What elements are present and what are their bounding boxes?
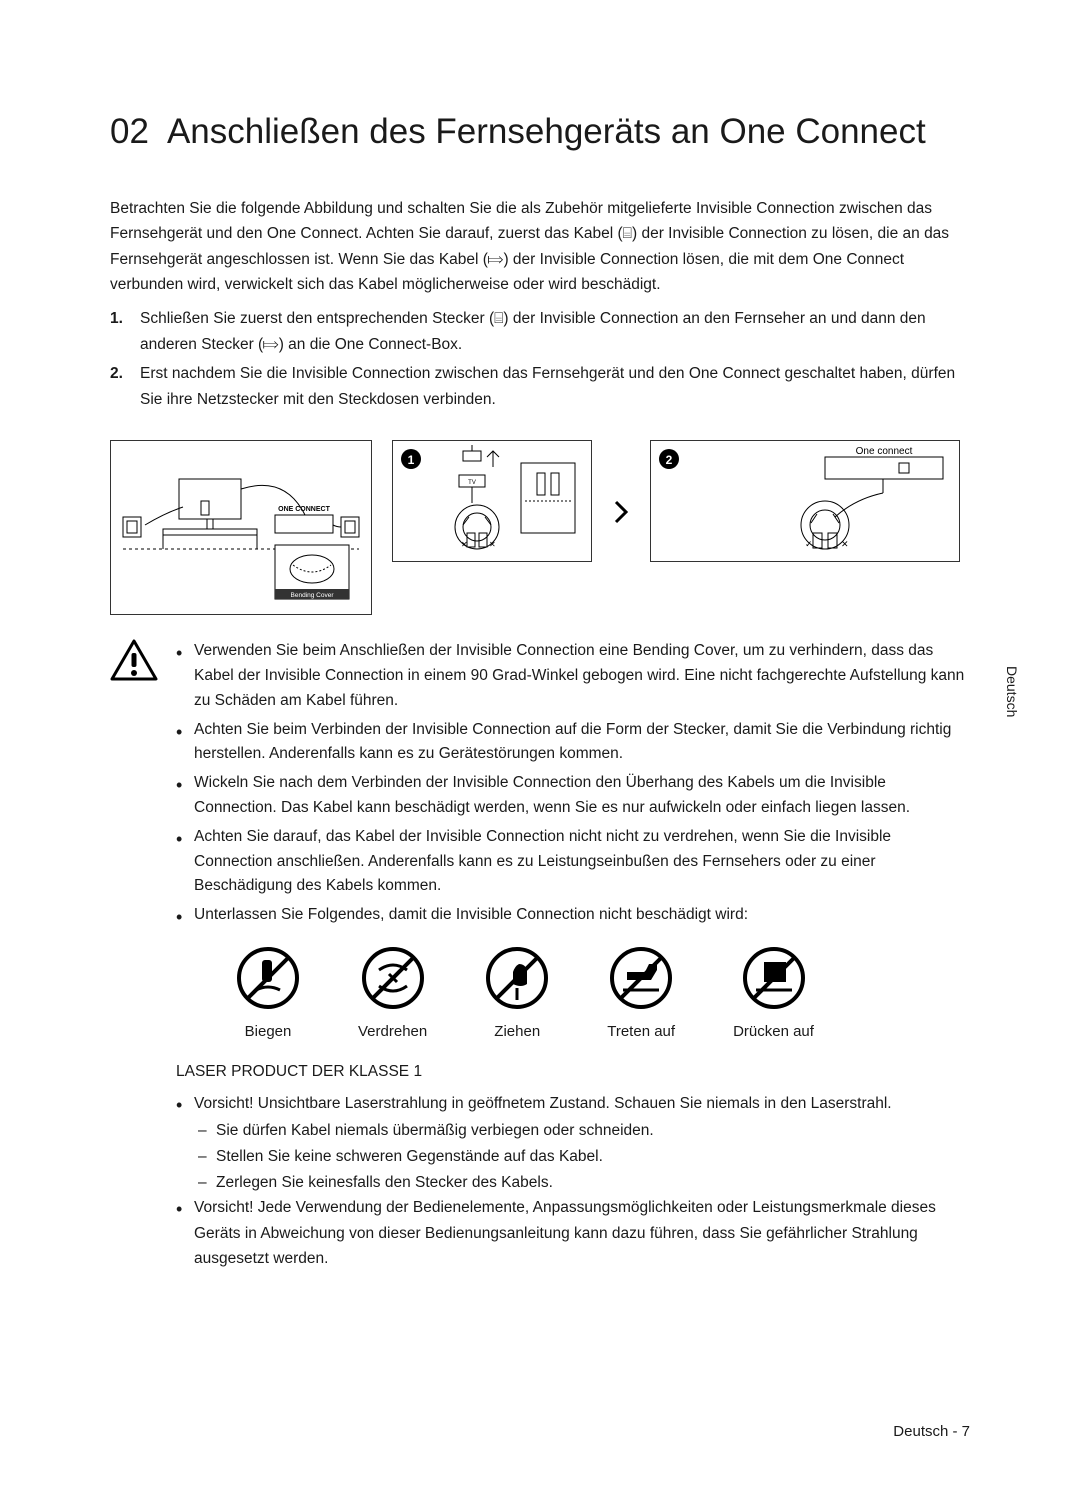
- laser-heading: LASER PRODUCT DER KLASSE 1: [176, 1060, 970, 1085]
- section-number: 02: [110, 110, 149, 154]
- diagram-overview: ONE CONNECT Bending Cover: [110, 440, 372, 615]
- caution-item: Achten Sie beim Verbinden der Invisible …: [176, 718, 970, 768]
- laser-dash: Sie dürfen Kabel niemals übermäßig verbi…: [176, 1118, 970, 1144]
- svg-text:TV: TV: [468, 480, 476, 486]
- svg-text:1: 1: [408, 453, 415, 467]
- prohibition-row: Biegen Verdrehen Ziehen: [236, 946, 970, 1044]
- diagram-step2: 2 One connect ✓ ✕: [650, 440, 960, 562]
- page-footer: Deutsch - 7: [893, 1423, 970, 1440]
- one-connect-label-svg: ONE CONNECT: [278, 506, 330, 513]
- svg-text:✕: ✕: [461, 540, 468, 549]
- prohibit-biegen: Biegen: [236, 946, 300, 1044]
- diagram-step1: 1 TV ✕ ✕: [392, 440, 592, 562]
- bending-cover-label-svg: Bending Cover: [291, 592, 335, 599]
- section-heading: 02 Anschließen des Fernsehgeräts an One …: [110, 110, 970, 154]
- prohibit-verdrehen: Verdrehen: [358, 946, 427, 1044]
- laser-bullet: Vorsicht! Unsichtbare Laserstrahlung in …: [176, 1091, 970, 1117]
- svg-text:✕: ✕: [489, 540, 496, 549]
- laser-bullet: Vorsicht! Jede Verwendung der Bedienelem…: [176, 1195, 970, 1272]
- diagram-row: ONE CONNECT Bending Cover 1: [110, 440, 970, 615]
- intro-paragraph: Betrachten Sie die folgende Abbildung un…: [110, 196, 970, 298]
- svg-text:✕: ✕: [841, 539, 849, 549]
- caution-block: Verwenden Sie beim Anschließen der Invis…: [110, 639, 970, 1274]
- step-1: 1. Schließen Sie zuerst den entsprechend…: [140, 306, 970, 357]
- laser-dash: Stellen Sie keine schweren Gegenstände a…: [176, 1144, 970, 1170]
- caution-item: Wickeln Sie nach dem Verbinden der Invis…: [176, 771, 970, 821]
- step-2: 2. Erst nachdem Sie die Invisible Connec…: [140, 361, 970, 412]
- caution-item: Verwenden Sie beim Anschließen der Invis…: [176, 639, 970, 713]
- prohibit-ziehen: Ziehen: [485, 946, 549, 1044]
- laser-list: Vorsicht! Unsichtbare Laserstrahlung in …: [176, 1091, 970, 1272]
- laser-dash: Zerlegen Sie keinesfalls den Stecker des…: [176, 1170, 970, 1196]
- caution-icon: [110, 639, 158, 1274]
- prohibit-druecken: Drücken auf: [733, 946, 814, 1044]
- caution-list: Verwenden Sie beim Anschließen der Invis…: [176, 639, 970, 1274]
- section-title-text: Anschließen des Fernsehgeräts an One Con…: [167, 110, 926, 154]
- prohibit-treten: Treten auf: [607, 946, 675, 1044]
- one-connect-small-svg: One connect: [856, 446, 913, 457]
- caution-item: Achten Sie darauf, das Kabel der Invisib…: [176, 825, 970, 899]
- language-tab: Deutsch: [1004, 660, 1020, 723]
- svg-text:✓: ✓: [805, 539, 813, 549]
- step-list: 1. Schließen Sie zuerst den entsprechend…: [140, 306, 970, 412]
- arrow-icon: [612, 498, 630, 533]
- svg-text:2: 2: [666, 453, 673, 467]
- caution-item: Unterlassen Sie Folgendes, damit die Inv…: [176, 903, 970, 928]
